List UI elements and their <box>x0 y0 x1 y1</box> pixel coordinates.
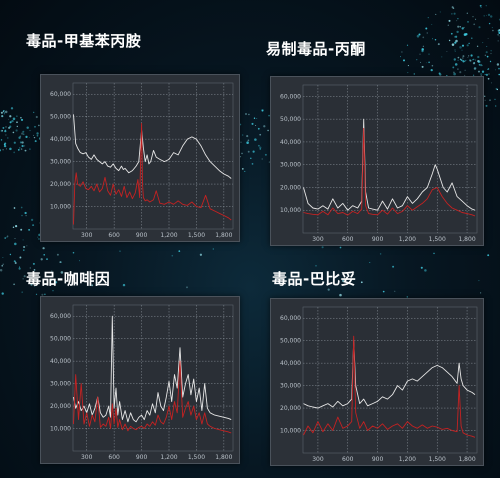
x-tick-label: 1,200 <box>160 454 177 461</box>
x-tick-label: 1,200 <box>160 232 177 239</box>
panel-title-barbital: 毒品-巴比妥 <box>272 270 357 288</box>
x-tick-label: 1,500 <box>188 454 205 461</box>
x-tick-label: 600 <box>108 454 120 461</box>
x-tick-label: 1,500 <box>429 456 446 463</box>
y-tick-label: 30,000 <box>280 383 301 390</box>
x-tick-label: 300 <box>312 456 324 463</box>
y-tick-label: 60,000 <box>50 313 71 320</box>
x-tick-label: 900 <box>136 232 148 239</box>
y-tick-label: 50,000 <box>50 114 71 121</box>
chart-panel-methamphetamine: 10,000 20,000 30,000 40,000 50,000 60,000 300 6… <box>40 74 240 242</box>
x-tick-label: 1,500 <box>188 232 205 239</box>
x-tick-label: 600 <box>342 456 354 463</box>
y-tick-label: 10,000 <box>50 204 71 211</box>
spectrum-chart-barbital: 10,000 20,000 30,000 40,000 50,000 60,000 300 6… <box>280 306 478 463</box>
x-tick-label: 1,800 <box>458 456 475 463</box>
spectrum-line-reference <box>303 340 476 409</box>
y-tick-label: 20,000 <box>50 181 71 188</box>
x-tick-label: 900 <box>372 236 384 243</box>
x-tick-label: 300 <box>312 236 324 243</box>
chart-panel-caffeine: 10,000 20,000 30,000 40,000 50,000 60,000 300 6… <box>40 296 240 464</box>
x-tick-label: 1,800 <box>215 232 232 239</box>
y-tick-label: 30,000 <box>50 381 71 388</box>
y-tick-label: 60,000 <box>280 315 301 322</box>
x-tick-label: 1,200 <box>399 456 416 463</box>
y-tick-label: 50,000 <box>50 336 71 343</box>
spectrum-chart-caffeine: 10,000 20,000 30,000 40,000 50,000 60,000 300 6… <box>50 304 234 461</box>
spectrum-chart-methamphetamine: 10,000 20,000 30,000 40,000 50,000 60,000 300 6… <box>50 82 234 239</box>
y-tick-label: 10,000 <box>50 426 71 433</box>
y-tick-label: 20,000 <box>50 403 71 410</box>
y-tick-label: 20,000 <box>280 405 301 412</box>
spectrum-line-sample <box>73 360 232 434</box>
y-tick-label: 40,000 <box>50 136 71 143</box>
spectrum-chart-acetone: 10,000 20,000 30,000 40,000 50,000 60,000 300 6… <box>280 84 478 243</box>
y-tick-label: 60,000 <box>280 93 301 100</box>
y-tick-label: 60,000 <box>50 91 71 98</box>
x-tick-label: 1,800 <box>215 454 232 461</box>
x-tick-label: 1,500 <box>429 236 446 243</box>
x-tick-label: 600 <box>108 232 120 239</box>
y-tick-label: 10,000 <box>280 207 301 214</box>
y-tick-label: 40,000 <box>50 358 71 365</box>
y-tick-label: 20,000 <box>280 184 301 191</box>
y-tick-label: 40,000 <box>280 360 301 367</box>
panel-title-caffeine: 毒品-咖啡因 <box>26 270 111 288</box>
panel-title-acetone: 易制毒品-丙酮 <box>266 40 366 58</box>
y-tick-label: 30,000 <box>50 159 71 166</box>
x-tick-label: 900 <box>136 454 148 461</box>
x-tick-label: 300 <box>81 232 93 239</box>
x-tick-label: 300 <box>81 454 93 461</box>
x-tick-label: 1,200 <box>399 236 416 243</box>
spectrum-line-sample <box>303 335 476 438</box>
x-tick-label: 900 <box>372 456 384 463</box>
y-tick-label: 10,000 <box>280 428 301 435</box>
chart-panel-barbital: 10,000 20,000 30,000 40,000 50,000 60,000 300 6… <box>270 298 484 466</box>
panel-title-methamphetamine: 毒品-甲基苯丙胺 <box>26 32 142 50</box>
spectrum-line-sample <box>303 127 476 217</box>
y-tick-label: 40,000 <box>280 139 301 146</box>
spectrum-line-reference <box>73 114 232 179</box>
spectrum-line-reference <box>303 118 476 211</box>
y-tick-label: 50,000 <box>280 116 301 123</box>
chart-panel-acetone: 10,000 20,000 30,000 40,000 50,000 60,000 300 6… <box>270 76 484 246</box>
y-tick-label: 50,000 <box>280 338 301 345</box>
x-tick-label: 1,800 <box>458 236 475 243</box>
x-tick-label: 600 <box>342 236 354 243</box>
y-tick-label: 30,000 <box>280 162 301 169</box>
spectrum-line-sample <box>73 122 232 225</box>
spectrum-line-reference <box>73 315 232 423</box>
